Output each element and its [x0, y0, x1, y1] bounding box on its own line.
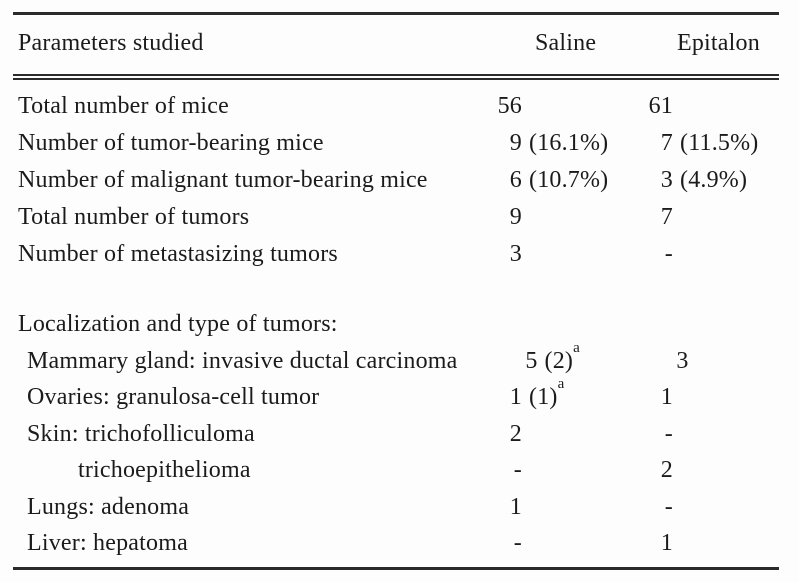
- saline-number: 56: [497, 93, 522, 119]
- saline-cell: 2: [442, 421, 613, 449]
- table-row: Number of metastasizing tumors 3 -: [0, 241, 799, 278]
- epitalon-cell: 1: [613, 384, 673, 412]
- epitalon-number: 3: [660, 167, 673, 193]
- epitalon-cell: 1: [613, 530, 673, 558]
- saline-cell: 3: [442, 241, 613, 269]
- row-label: Ovaries: granulosa-cell tumor: [27, 384, 320, 410]
- saline-note: (10.7%): [529, 167, 609, 193]
- header-epitalon-column: Epitalon: [677, 30, 760, 56]
- saline-cell: -: [442, 457, 613, 485]
- row-label: Skin: trichofolliculoma: [27, 420, 255, 447]
- row-label: Total number of mice: [18, 93, 229, 119]
- saline-note: (2): [544, 347, 574, 374]
- saline-number: 1: [509, 493, 522, 520]
- row-label: Number of malignant tumor-bearing mice: [18, 167, 428, 193]
- row-label: Number of metastasizing tumors: [18, 241, 338, 267]
- table-row: Total number of tumors 9 7: [0, 204, 799, 241]
- row-label: Total number of tumors: [18, 204, 250, 230]
- table-top-rule: [13, 12, 779, 15]
- table-row: Number of tumor-bearing mice 9 (16.1%) 7 (…: [0, 130, 799, 167]
- saline-cell: 56: [442, 93, 613, 121]
- table-row: Skin: trichofolliculoma 2 -: [0, 421, 799, 458]
- epitalon-number: 7: [660, 204, 673, 230]
- epitalon-number: 61: [648, 93, 673, 119]
- table-row: Liver: hepatoma - 1: [0, 530, 799, 567]
- saline-number: 1: [509, 384, 522, 410]
- table-row: Mammary gland: invasive ductal carcinoma…: [0, 340, 799, 385]
- table-header-double-rule: [13, 74, 779, 80]
- epitalon-cell: 3: [629, 348, 689, 376]
- section-gap: [0, 278, 799, 311]
- saline-note: (16.1%): [529, 130, 609, 156]
- table-row: Number of malignant tumor-bearing mice 6…: [0, 167, 799, 204]
- epitalon-number: -: [664, 241, 673, 267]
- saline-note: (1): [529, 384, 558, 410]
- epitalon-cell: -: [613, 421, 673, 449]
- saline-cell: 9 (16.1%): [442, 130, 613, 158]
- epitalon-cell: 61: [613, 93, 680, 121]
- header-saline-column: Saline: [535, 30, 597, 56]
- row-label: trichoepithelioma: [78, 457, 251, 483]
- epitalon-number: -: [664, 420, 673, 447]
- saline-cell: 5 (2) a: [458, 340, 629, 376]
- epitalon-number: 2: [660, 457, 673, 483]
- epitalon-cell: 7: [613, 204, 673, 232]
- epitalon-note: (4.9%): [680, 167, 748, 193]
- epitalon-cell: 3 (4.9%): [613, 167, 747, 195]
- epitalon-cell: 7 (11.5%): [613, 130, 759, 158]
- section-label: Localization and type of tumors:: [18, 311, 338, 337]
- saline-number: 2: [509, 420, 522, 447]
- row-label: Liver: hepatoma: [27, 530, 188, 556]
- table-row: Lungs: adenoma 1 -: [0, 494, 799, 531]
- row-label: Mammary gland: invasive ductal carcinoma: [27, 347, 458, 374]
- table-body: Total number of mice 56 61 Number of tum…: [0, 93, 799, 567]
- table-row: Ovaries: granulosa-cell tumor 1 (1) a 1: [0, 377, 799, 421]
- saline-cell: 1 (1) a: [442, 377, 613, 412]
- saline-cell: -: [442, 530, 613, 558]
- saline-cell: 6 (10.7%): [442, 167, 613, 195]
- table-header-row: Parameters studied Saline Epitalon: [0, 30, 799, 60]
- row-label: Number of tumor-bearing mice: [18, 130, 324, 156]
- epitalon-note: (11.5%): [680, 130, 759, 156]
- table-section-row: Localization and type of tumors:: [0, 311, 799, 348]
- saline-number: 3: [509, 241, 522, 267]
- table-bottom-rule: [13, 567, 779, 570]
- epitalon-number: 3: [676, 347, 689, 374]
- epitalon-number: -: [664, 493, 673, 520]
- saline-number: -: [513, 530, 522, 556]
- row-label: Lungs: adenoma: [27, 493, 190, 520]
- epitalon-cell: -: [613, 241, 673, 269]
- epitalon-number: 1: [660, 384, 673, 410]
- saline-number: 9: [509, 204, 522, 230]
- saline-cell: 9: [442, 204, 613, 232]
- header-parameters-studied: Parameters studied: [18, 30, 204, 56]
- saline-cell: 1: [442, 494, 613, 522]
- saline-number: 9: [509, 130, 522, 156]
- saline-number: 6: [509, 167, 522, 193]
- saline-number: -: [513, 457, 522, 483]
- table-row: trichoepithelioma - 2: [0, 457, 799, 494]
- epitalon-cell: 2: [613, 457, 673, 485]
- saline-number: 5: [525, 347, 538, 374]
- epitalon-cell: -: [613, 494, 673, 522]
- table-row: Total number of mice 56 61: [0, 93, 799, 130]
- epitalon-number: 1: [660, 530, 673, 556]
- epitalon-number: 7: [660, 130, 673, 156]
